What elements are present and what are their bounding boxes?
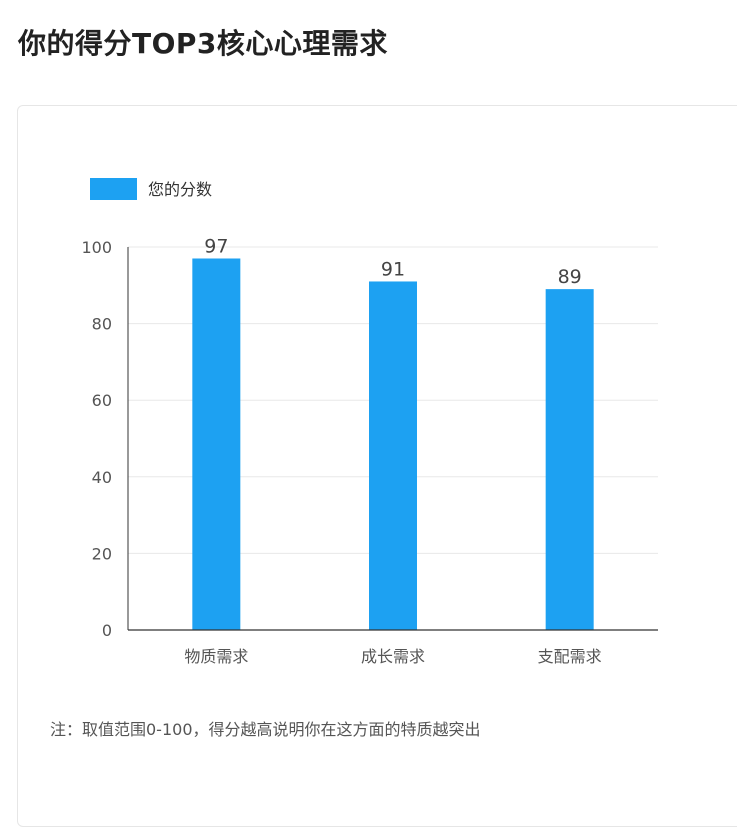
x-tick-label: 物质需求 (184, 647, 248, 666)
y-tick-label: 60 (92, 391, 112, 410)
legend-label: 您的分数 (148, 180, 212, 199)
bar (192, 258, 241, 630)
bar-value-label: 89 (558, 266, 582, 288)
score-bar-chart: 您的分数 0 20 40 60 80 100 97 91 89 物质需求 成长需求 支配需求 (81, 178, 658, 666)
page-title: 你的得分TOP3核心心理需求 (18, 27, 388, 60)
x-tick-label: 成长需求 (361, 647, 425, 666)
legend-swatch (90, 178, 137, 200)
bar-value-label: 91 (381, 258, 405, 280)
y-tick-label: 40 (92, 468, 112, 487)
bars (192, 258, 594, 630)
y-tick-label: 100 (81, 238, 112, 257)
legend: 您的分数 (90, 178, 212, 200)
bar-value-label: 97 (204, 235, 228, 257)
y-axis: 0 20 40 60 80 100 (81, 238, 129, 640)
bar (545, 289, 594, 630)
y-tick-label: 80 (92, 315, 112, 334)
x-axis: 物质需求 成长需求 支配需求 (128, 629, 658, 666)
y-tick-label: 20 (92, 544, 112, 563)
footnote: 注：取值范围0-100，得分越高说明你在这方面的特质越突出 (50, 720, 481, 739)
bar (369, 281, 417, 630)
y-tick-label: 0 (102, 621, 112, 640)
x-tick-label: 支配需求 (538, 647, 602, 666)
value-labels: 97 91 89 (204, 235, 582, 288)
